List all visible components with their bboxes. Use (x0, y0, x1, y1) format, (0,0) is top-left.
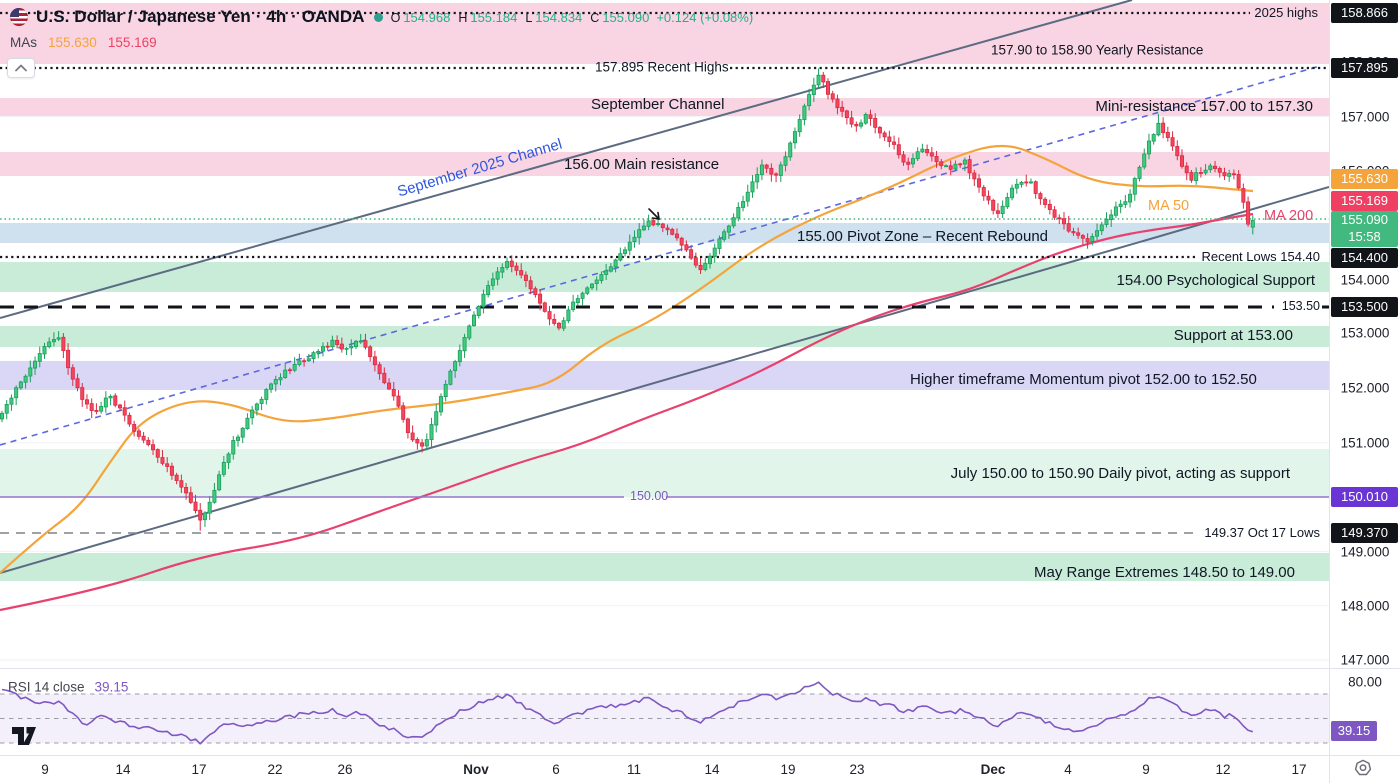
candles-layer (0, 68, 1255, 531)
ohlc-label: L (525, 10, 533, 25)
channel-upper-line[interactable] (0, 0, 1133, 319)
price-label-chip: 150.010 (1331, 487, 1398, 507)
price-axis-border (1329, 0, 1330, 783)
zone-main-resistance[interactable] (0, 152, 1329, 176)
price-tick: 80.00 (1348, 674, 1382, 690)
arrow-annotation[interactable] (648, 208, 660, 220)
axis-divider (0, 755, 1400, 756)
chip-price: 155.169 (1341, 192, 1388, 208)
time-tick: 23 (849, 762, 865, 777)
time-tick: 17 (191, 762, 207, 777)
zone-yearly-resistance[interactable] (0, 3, 1329, 64)
rsi-value: 39.15 (94, 679, 129, 695)
ma200-value: 155.169 (107, 34, 157, 50)
settings-gear-icon[interactable] (1354, 759, 1372, 777)
zones-layer (0, 3, 1329, 581)
time-tick: 9 (41, 762, 49, 777)
zone-momentum-pivot[interactable] (0, 361, 1329, 390)
rsi-pane[interactable] (0, 669, 1329, 755)
time-tick: 14 (115, 762, 131, 777)
chip-price: 153.500 (1341, 298, 1388, 314)
zone-pivot-zone-155[interactable] (0, 223, 1329, 243)
rsi-legend: RSI 14 close 39.15 (8, 680, 128, 695)
symbol-title[interactable]: U.S. Dollar / Japanese Yen · 4h · OANDA (36, 7, 365, 26)
time-tick: Dec (980, 762, 1006, 777)
rising-support-dashed[interactable] (0, 65, 1321, 446)
price-tick: 152.000 (1340, 380, 1390, 396)
ohlc-label: C (590, 10, 600, 25)
chip-price: 149.370 (1341, 524, 1388, 540)
zone-may-range[interactable] (0, 553, 1329, 581)
chip-price: 155.630 (1341, 170, 1388, 186)
ma50-value: 155.630 (48, 34, 97, 50)
price-label-chip: 155.630 (1331, 169, 1398, 189)
price-label-chip: 155.169 (1331, 191, 1398, 211)
zone-july-daily-pivot[interactable] (0, 449, 1329, 497)
ma200-line[interactable] (0, 212, 1254, 612)
price-label-chip: 154.400 (1331, 248, 1398, 268)
time-tick: 17 (1291, 762, 1307, 777)
rsi-line[interactable] (1, 681, 1254, 745)
chip-price: 155.090 (1341, 212, 1388, 228)
price-label-chip: 158.866 (1331, 3, 1398, 23)
time-axis[interactable]: 9 14 17 22 26 Nov 6 11 14 19 23 Dec 4 9 12 17 (0, 756, 1400, 783)
price-tick: 148.000 (1340, 598, 1390, 614)
price-tick: 153.000 (1340, 325, 1390, 341)
price-tick: 147.000 (1340, 652, 1390, 668)
trendlines-layer (0, 0, 1329, 574)
price-tick: 154.000 (1340, 272, 1390, 288)
chevron-up-icon (15, 64, 27, 72)
time-tick: 9 (1142, 762, 1150, 777)
time-tick: 19 (780, 762, 796, 777)
zone-mini-resistance[interactable] (0, 98, 1329, 116)
collapse-indicator-button[interactable] (7, 58, 35, 78)
ma50-line[interactable] (0, 144, 1254, 574)
chip-price: 154.400 (1341, 249, 1388, 265)
price-label-chip: 153.500 (1331, 297, 1398, 317)
time-tick: Nov (463, 762, 489, 777)
time-tick: 22 (267, 762, 283, 777)
chart-legend: U.S. Dollar / Japanese Yen · 4h · OANDA … (10, 5, 753, 52)
ohlc-value: 154.834 (535, 9, 583, 25)
chip-price: 39.15 (1337, 722, 1371, 738)
price-change: +0.124 (+0.08%) (656, 9, 754, 25)
time-tick: 6 (552, 762, 560, 777)
time-tick: 4 (1064, 762, 1072, 777)
time-tick: 26 (337, 762, 353, 777)
ohlc-label: O (390, 10, 401, 25)
channel-lower-line[interactable] (0, 186, 1329, 574)
price-label-chip: 155.090 15:58 (1331, 211, 1398, 247)
time-tick: 11 (626, 762, 642, 777)
level-lines-layer (0, 11, 1329, 534)
pane-divider[interactable] (0, 668, 1400, 669)
market-status-icon (373, 12, 383, 22)
usdjpy-flag-icon (10, 8, 28, 26)
price-tick: 157.000 (1340, 109, 1390, 125)
mas-label: MAs (10, 34, 37, 50)
tradingview-logo[interactable] (10, 720, 38, 748)
price-label-chip: 39.15 (1331, 721, 1377, 741)
time-tick: 14 (704, 762, 720, 777)
chip-price: 158.866 (1341, 4, 1388, 20)
ohlc-value: 155.090 (602, 9, 650, 25)
time-tick: 12 (1215, 762, 1231, 777)
ohlc-value: 154.968 (403, 9, 451, 25)
ohlc-value: 155.184 (470, 9, 518, 25)
chip-countdown: 15:58 (1348, 229, 1381, 244)
price-tick: 149.000 (1340, 544, 1390, 560)
price-label-chip: 157.895 (1331, 58, 1398, 78)
price-label-chip: 149.370 (1331, 523, 1398, 543)
zone-support-153[interactable] (0, 326, 1329, 347)
chip-price: 157.895 (1341, 59, 1388, 75)
ohlc-label: H (458, 10, 468, 25)
price-axis[interactable]: 159.000158.000157.000156.000154.000153.0… (1330, 0, 1400, 783)
price-pane[interactable] (0, 0, 1329, 669)
price-tick: 151.000 (1340, 435, 1390, 451)
chip-price: 150.010 (1341, 488, 1388, 504)
rsi-title: RSI 14 close (8, 679, 85, 695)
ohlc-values: O 154.968 H 155.184 L 154.834 C 155.090 (383, 10, 650, 25)
zone-psych-support-154[interactable] (0, 262, 1329, 292)
